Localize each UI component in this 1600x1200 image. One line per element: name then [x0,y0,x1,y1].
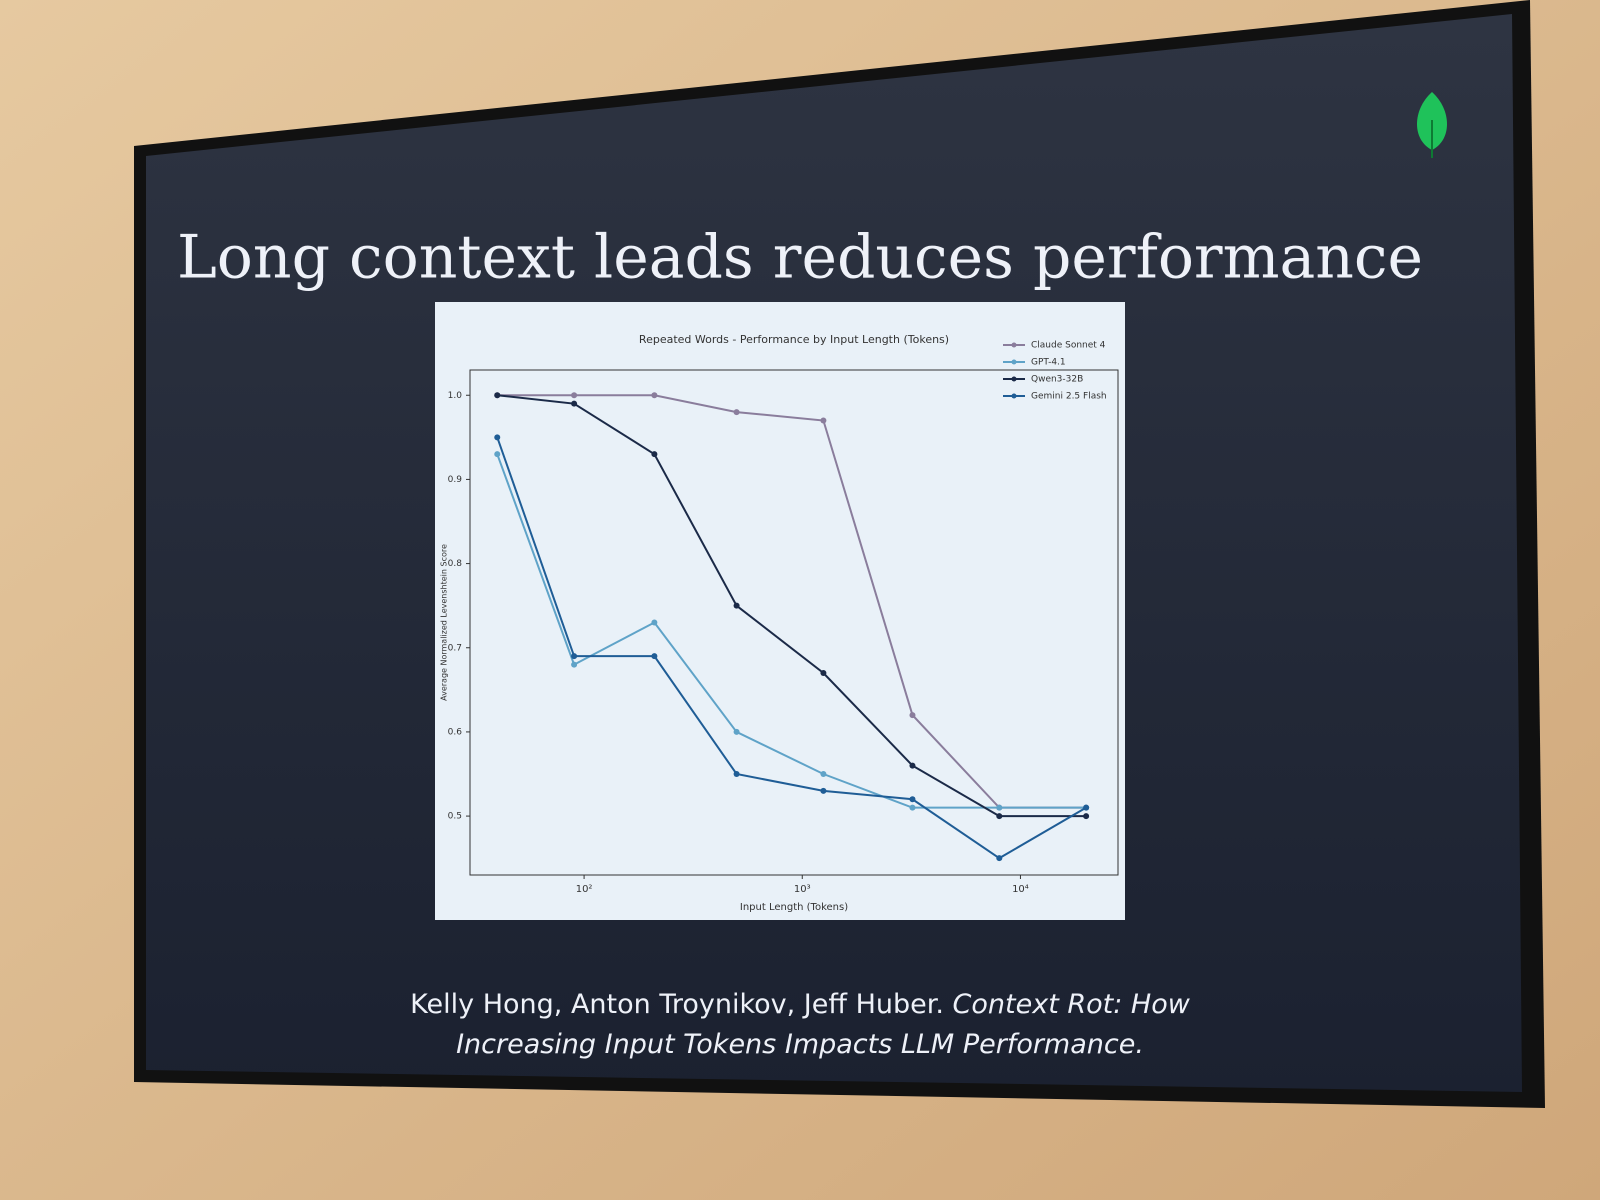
legend-marker [1011,393,1017,399]
x-tick-label: 10² [576,884,593,895]
data-point [651,653,658,660]
data-point [820,787,827,794]
data-point [820,771,827,777]
data-point [571,661,578,668]
y-tick-label: 0.9 [448,475,463,485]
data-point [733,728,740,735]
chart-title: Repeated Words - Performance by Input Le… [639,333,949,346]
data-point [733,771,740,777]
data-point [996,813,1003,820]
slide-title: Long context leads reduces performance [177,223,1423,293]
data-point [909,712,916,719]
legend-marker [1011,342,1017,348]
data-point [571,400,578,407]
data-point [820,670,827,676]
citation-title: Context Rot: How Increasing Input Tokens… [456,989,1190,1060]
data-point [909,762,916,769]
data-point [494,392,501,399]
y-axis-label: Average Normalized Levenshtein Score [440,544,449,701]
series-line [496,437,1087,860]
x-axis-label: Input Length (Tokens) [740,902,848,913]
x-tick-label: 10³ [794,884,811,895]
data-point [571,392,578,399]
data-point [1083,804,1090,811]
legend-marker [1011,359,1017,365]
data-point [651,451,658,458]
legend-label: GPT-4.1 [1031,358,1066,368]
plot-frame [469,369,1119,876]
data-point [733,602,740,609]
y-tick-label: 1.0 [448,391,463,401]
y-tick-label: 0.8 [448,559,463,569]
legend-label: Claude Sonnet 4 [1031,341,1106,351]
y-tick-label: 0.7 [448,643,462,653]
citation: Kelly Hong, Anton Troynikov, Jeff Huber.… [380,985,1220,1065]
data-point [571,653,578,660]
citation-authors: Kelly Hong, Anton Troynikov, Jeff Huber. [410,989,944,1020]
chart: Repeated Words - Performance by Input Le… [440,333,1119,913]
series-line [497,394,1087,809]
series-line [497,394,1087,818]
y-tick-label: 0.5 [448,812,462,822]
data-point [820,417,827,424]
data-point [494,434,501,441]
data-point [996,804,1003,811]
data-point [494,451,501,458]
y-tick-label: 0.6 [448,727,463,737]
legend-label: Gemini 2.5 Flash [1031,392,1107,402]
data-point [651,619,658,626]
data-point [909,796,916,803]
data-point [996,855,1003,862]
legend-label: Qwen3-32B [1031,375,1083,385]
data-point [909,804,916,811]
legend-marker [1011,376,1017,382]
data-point [651,392,658,399]
data-point [733,409,740,416]
data-point [1083,813,1090,820]
x-tick-label: 10⁴ [1012,884,1029,895]
